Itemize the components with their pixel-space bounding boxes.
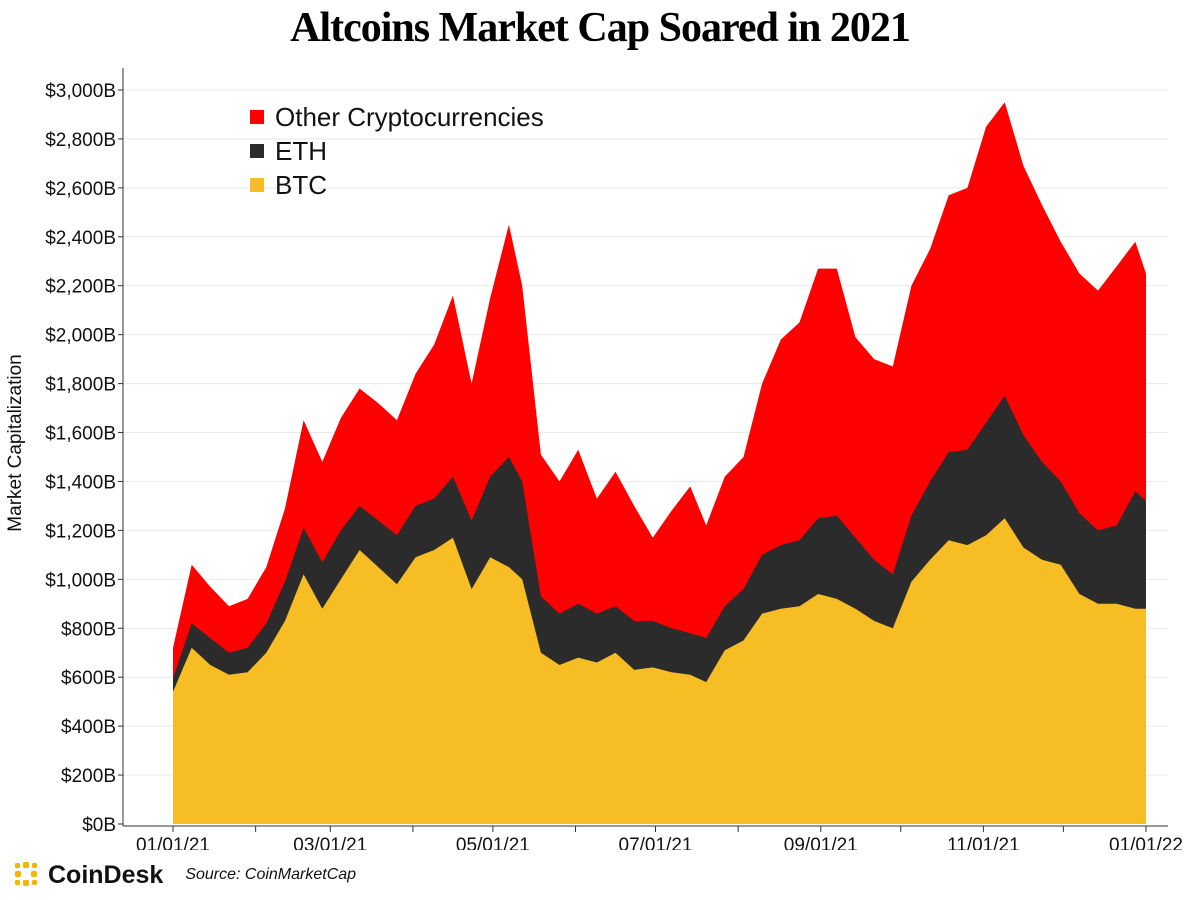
source-note: Source: CoinMarketCap bbox=[185, 866, 357, 883]
x-axis: 01/01/21 03/01/21 05/01/21 07/01/21 09/01/21… bbox=[123, 825, 1183, 850]
y-tick-label: $2,400B bbox=[45, 228, 116, 249]
legend-swatch bbox=[250, 110, 264, 124]
x-tick-label: 07/01/21 bbox=[619, 835, 693, 850]
y-tick-label: $3,000B bbox=[45, 81, 116, 102]
chart: 01/01/21 03/01/21 05/01/21 07/01/21 09/01/21… bbox=[5, 68, 1183, 850]
legend-swatch bbox=[250, 144, 264, 158]
x-tick-label: 01/01/22 bbox=[1109, 835, 1183, 850]
legend-swatch bbox=[250, 178, 264, 192]
y-tick-label: $2,600B bbox=[45, 179, 116, 200]
x-tick-label: 01/01/21 bbox=[136, 835, 210, 850]
y-tick-label: $800B bbox=[61, 619, 116, 640]
x-tick-label: 05/01/21 bbox=[456, 835, 530, 850]
y-tick-label: $0B bbox=[82, 815, 116, 836]
y-tick-label: $1,400B bbox=[45, 472, 116, 493]
footer: CoinDesk Source: CoinMarketCap bbox=[12, 858, 356, 892]
legend: Other Cryptocurrencies ETH BTC bbox=[250, 102, 544, 200]
y-tick-label: $2,200B bbox=[45, 277, 116, 298]
legend-label: BTC bbox=[275, 170, 327, 200]
y-tick-label: $2,000B bbox=[45, 326, 116, 347]
x-tick-label: 11/01/21 bbox=[947, 835, 1020, 850]
x-tick-label: 03/01/21 bbox=[293, 835, 367, 850]
legend-label: Other Cryptocurrencies bbox=[275, 102, 544, 132]
y-tick-label: $1,800B bbox=[45, 375, 116, 396]
y-axis-label: Market Capitalization bbox=[5, 354, 26, 531]
area-series bbox=[173, 102, 1146, 824]
y-tick-label: $200B bbox=[61, 766, 116, 787]
brand: CoinDesk bbox=[12, 860, 163, 890]
legend-label: ETH bbox=[275, 136, 327, 166]
coindesk-logo-icon bbox=[15, 862, 37, 886]
brand-name: CoinDesk bbox=[48, 860, 164, 889]
y-tick-label: $600B bbox=[61, 668, 116, 689]
chart-title: Altcoins Market Cap Soared in 2021 bbox=[290, 5, 911, 51]
x-tick-label: 09/01/21 bbox=[784, 835, 858, 850]
y-tick-label: $1,000B bbox=[45, 570, 116, 591]
y-tick-label: $1,600B bbox=[45, 424, 116, 445]
y-axis: $0B $200B $400B $600B $800B $1,000B $1,200B $1,… bbox=[45, 68, 124, 836]
y-tick-label: $1,200B bbox=[45, 521, 116, 542]
y-tick-label: $400B bbox=[61, 717, 116, 738]
y-tick-label: $2,800B bbox=[45, 130, 116, 151]
area-btc bbox=[173, 518, 1146, 824]
